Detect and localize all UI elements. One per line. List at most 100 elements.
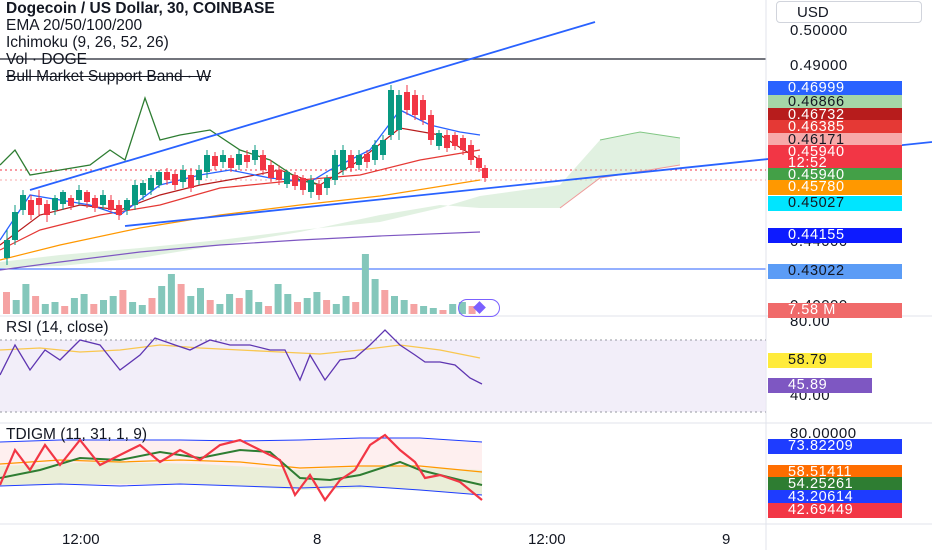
volume-bar — [439, 310, 447, 314]
candle-body — [68, 198, 74, 206]
volume-bar — [12, 300, 20, 314]
indicator-lines — [0, 95, 481, 271]
indicator-ichimoku[interactable]: Ichimoku (9, 26, 52, 26) — [6, 34, 169, 51]
candle-body — [212, 156, 218, 166]
tdigm-pane — [0, 433, 483, 502]
candle-body — [452, 135, 458, 146]
candle-body — [380, 140, 386, 155]
candle-body — [180, 170, 186, 182]
tdigm-value-tag: 73.82209 — [768, 439, 902, 454]
rsi-label[interactable]: RSI (14, close) — [6, 319, 109, 336]
volume-bar — [138, 305, 146, 314]
candle-body — [156, 172, 162, 185]
cloud-area — [0, 132, 680, 268]
volume-bars — [3, 254, 476, 314]
price-tag: 0.45027 — [768, 196, 902, 211]
tdigm-value-tag: 54.25261 — [768, 477, 902, 492]
candle-body — [428, 115, 434, 140]
volume-bar — [468, 306, 476, 314]
candle-body — [244, 155, 250, 162]
volume-bar — [197, 288, 204, 314]
time-axis-label: 9 — [722, 531, 731, 548]
ichimoku-cloud — [0, 131, 681, 268]
candle-body — [164, 172, 170, 180]
candle-body — [340, 150, 346, 170]
currency-button[interactable]: USD — [776, 1, 922, 23]
candle-body — [316, 184, 322, 195]
price-tag: 0.45780 — [768, 180, 902, 195]
volume-bar — [361, 254, 369, 314]
tdigm-signal-line — [0, 448, 483, 486]
volume-bar — [22, 284, 30, 314]
volume-bar — [90, 304, 98, 314]
candle-body — [420, 100, 426, 120]
price-tag: 12:52 — [768, 156, 902, 171]
volume-bar — [391, 296, 398, 314]
indicator-ema[interactable]: EMA 20/50/100/200 — [6, 17, 143, 34]
candlesticks — [4, 85, 488, 265]
volume-bar — [332, 304, 340, 314]
cloud-edge — [599, 131, 681, 141]
ema-200 — [0, 231, 481, 271]
candle-body — [260, 155, 266, 170]
volume-bar — [206, 300, 214, 314]
candle-body — [372, 145, 378, 160]
price-tag: 0.46732 — [768, 108, 902, 123]
price-tag: 0.46866 — [768, 95, 902, 110]
cloud-edge — [559, 164, 681, 209]
candle-body — [300, 178, 306, 190]
volume-bar — [294, 302, 301, 314]
target-icon[interactable] — [458, 299, 500, 317]
rsi-line — [0, 329, 483, 385]
candle-body — [60, 192, 66, 204]
candle-body — [188, 175, 194, 188]
volume-bar — [400, 300, 408, 314]
price-tag: 0.44155 — [768, 228, 902, 243]
candle-body — [332, 155, 338, 180]
indicator-volume[interactable]: Vol · DOGE — [6, 51, 87, 68]
candle-body — [476, 158, 482, 168]
tdigm-mid-line — [0, 459, 483, 473]
volume-bar — [119, 290, 127, 314]
candle-body — [348, 155, 354, 168]
candle-body — [284, 172, 290, 184]
candle-body — [100, 195, 106, 205]
price-tag: 0.46999 — [768, 81, 902, 96]
candle-body — [324, 178, 330, 188]
indicator-bull-band[interactable]: Bull Market Support Band · W — [6, 68, 212, 85]
volume-bar — [61, 306, 69, 314]
volume-bar — [109, 296, 117, 314]
candle-body — [84, 192, 90, 202]
candle-body — [444, 135, 450, 148]
volume-bar — [80, 294, 88, 314]
candle-body — [252, 150, 258, 160]
candle-body — [396, 95, 402, 130]
candle-body — [204, 155, 210, 172]
tdigm-band-lower — [0, 462, 482, 495]
candle-body — [356, 155, 362, 165]
volume-bar — [313, 292, 321, 314]
volume-bar — [70, 298, 78, 314]
candle-body — [308, 180, 314, 192]
candle-body — [460, 138, 466, 150]
candle-body — [436, 133, 442, 146]
volume-bar — [303, 298, 311, 314]
tdigm-label[interactable]: TDIGM (11, 31, 1, 9) — [6, 426, 147, 443]
candle-body — [482, 168, 488, 178]
symbol-title[interactable]: Dogecoin / US Dollar, 30, COINBASE — [6, 0, 275, 17]
volume-bar — [3, 292, 10, 314]
candle-body — [292, 175, 298, 186]
candle-body — [124, 200, 130, 210]
volume-bar — [255, 302, 263, 314]
candle-body — [276, 170, 282, 180]
volume-bar — [342, 296, 350, 314]
tdigm-rsi-line — [0, 433, 483, 502]
volume-bar — [245, 290, 253, 314]
candle-body — [52, 198, 58, 210]
price-tag: 7.58 M — [768, 303, 902, 318]
volume-bar — [274, 284, 282, 314]
candle-body — [92, 198, 98, 208]
rsi-value-tag: 45.89 — [768, 378, 872, 393]
price-tag: 0.45940 — [768, 168, 902, 183]
